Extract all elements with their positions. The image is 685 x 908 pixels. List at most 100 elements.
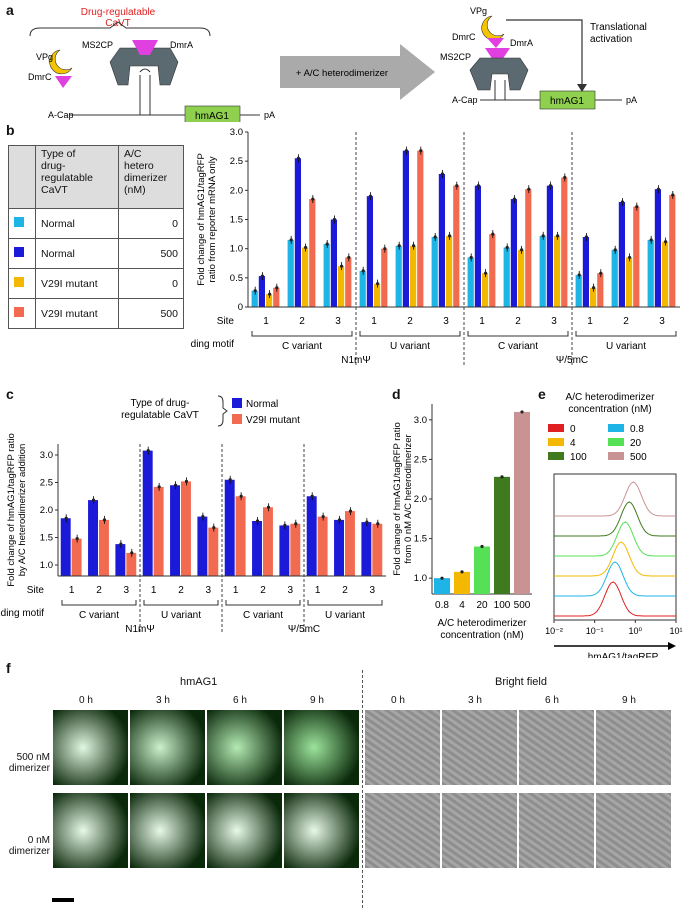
histogram-curve — [554, 561, 676, 597]
chart-e: A/C heterodimerizer concentration (nM) 0 0.… — [545, 392, 682, 658]
hmag1-image — [284, 710, 359, 785]
legend-type: Normal — [35, 238, 119, 269]
data-dot — [119, 542, 123, 546]
bar — [142, 450, 153, 576]
brightfield-image — [596, 710, 671, 785]
panel-d-label: d — [392, 386, 401, 402]
dmra-icon — [132, 40, 158, 55]
data-dot — [491, 232, 495, 236]
data-dot — [448, 234, 452, 238]
bar — [503, 247, 510, 307]
data-dot — [613, 248, 617, 252]
data-dot — [157, 485, 161, 489]
site-tick-label: 3 — [335, 316, 341, 327]
bar — [309, 199, 316, 307]
histogram-curve — [554, 581, 676, 617]
group-bracket — [575, 331, 677, 337]
y-tick-label: 2.0 — [230, 185, 243, 196]
data-dot — [347, 255, 351, 260]
site-tick-label: 1 — [479, 316, 485, 327]
bar — [554, 235, 561, 307]
bar — [126, 552, 137, 576]
panel-b-label: b — [6, 122, 15, 138]
modification-label: Ψ/5mC — [288, 624, 320, 635]
data-dot — [332, 217, 336, 222]
legend-table: Type of drug- regulatable CaVT A/C heter… — [8, 145, 184, 329]
bar — [474, 546, 490, 594]
data-dot — [440, 172, 444, 176]
group-label: U variant — [606, 341, 646, 352]
motif-label: Binding motif — [0, 608, 44, 619]
time-label: 9 h — [622, 695, 636, 706]
bar — [494, 476, 510, 594]
bar — [654, 189, 661, 307]
bar — [489, 234, 496, 307]
y-tick-label: 2.0 — [40, 505, 53, 516]
site-tick-label: 1 — [315, 585, 321, 596]
bar — [669, 195, 676, 307]
y-tick-label: 3.0 — [230, 127, 243, 138]
bar — [290, 523, 301, 576]
bar — [454, 571, 470, 594]
bar — [235, 496, 246, 576]
y-tick-label: 1.5 — [40, 533, 53, 544]
chart-c: 1.0 1.5 2.0 2.5 3.0 1 2 3 1 2 3 1 2 3 1 2 3 Site Binding m… — [0, 395, 386, 635]
plot-frame — [553, 473, 677, 621]
bar — [317, 516, 328, 576]
data-dot — [376, 282, 380, 286]
hmag1-image — [53, 793, 128, 868]
legend-title: A/C heterodimerizer concentration (nM) — [566, 392, 656, 415]
data-dot — [102, 518, 107, 522]
bar — [438, 174, 445, 307]
panel-f-label: f — [6, 660, 11, 676]
y-tick-label: 1.0 — [230, 244, 243, 255]
y-axis-label: Fold change of hmAG1/tagRFP ratiofrom 0 … — [392, 422, 414, 576]
legend-entry: 500 — [630, 452, 647, 463]
legend-swatch — [608, 424, 624, 432]
y-tick-label: 0.5 — [230, 273, 243, 284]
y-tick-label: 3.0 — [414, 415, 427, 426]
group-bracket — [359, 331, 461, 337]
data-dot — [520, 410, 524, 414]
data-dot — [628, 255, 632, 260]
y-tick-label: 1.5 — [414, 534, 427, 545]
time-label: 3 h — [468, 695, 482, 706]
bar — [539, 235, 546, 307]
time-label: 6 h — [233, 695, 247, 706]
bar — [395, 245, 402, 307]
bar — [266, 294, 273, 307]
group-bracket — [225, 600, 301, 606]
data-dot — [664, 240, 668, 244]
site-tick-label: 1 — [371, 316, 377, 327]
dmrc-icon-right — [487, 38, 504, 48]
site-tick-label: 1 — [587, 316, 593, 327]
time-label: 0 h — [391, 695, 405, 706]
bar — [590, 287, 597, 307]
vpg-icon — [49, 49, 73, 75]
data-dot — [376, 522, 380, 526]
panel-c-label: c — [6, 386, 14, 402]
data-dot — [649, 238, 653, 242]
data-dot — [383, 247, 387, 251]
legend-swatch — [232, 414, 242, 424]
hmag1-title: hmAG1 — [180, 676, 218, 688]
y-tick-label: 2.5 — [40, 478, 53, 489]
x-arrowhead — [668, 642, 676, 650]
y-tick-label: 2.0 — [414, 494, 427, 505]
bar — [345, 511, 355, 576]
bar — [453, 185, 460, 307]
legend-swatch — [232, 398, 242, 408]
legend-entry: 4 — [570, 438, 576, 449]
bar — [224, 479, 235, 576]
data-dot — [365, 520, 369, 524]
bracket — [29, 21, 211, 37]
bar — [561, 177, 568, 307]
site-tick-label: 2 — [260, 585, 266, 596]
panel-a-label: a — [6, 2, 14, 18]
bar — [345, 257, 352, 307]
modification-label: N1mΨ — [125, 624, 154, 635]
data-dot — [275, 286, 279, 290]
legend-swatch — [14, 247, 24, 257]
site-tick-label: 2 — [96, 585, 102, 596]
data-dot — [91, 498, 96, 502]
